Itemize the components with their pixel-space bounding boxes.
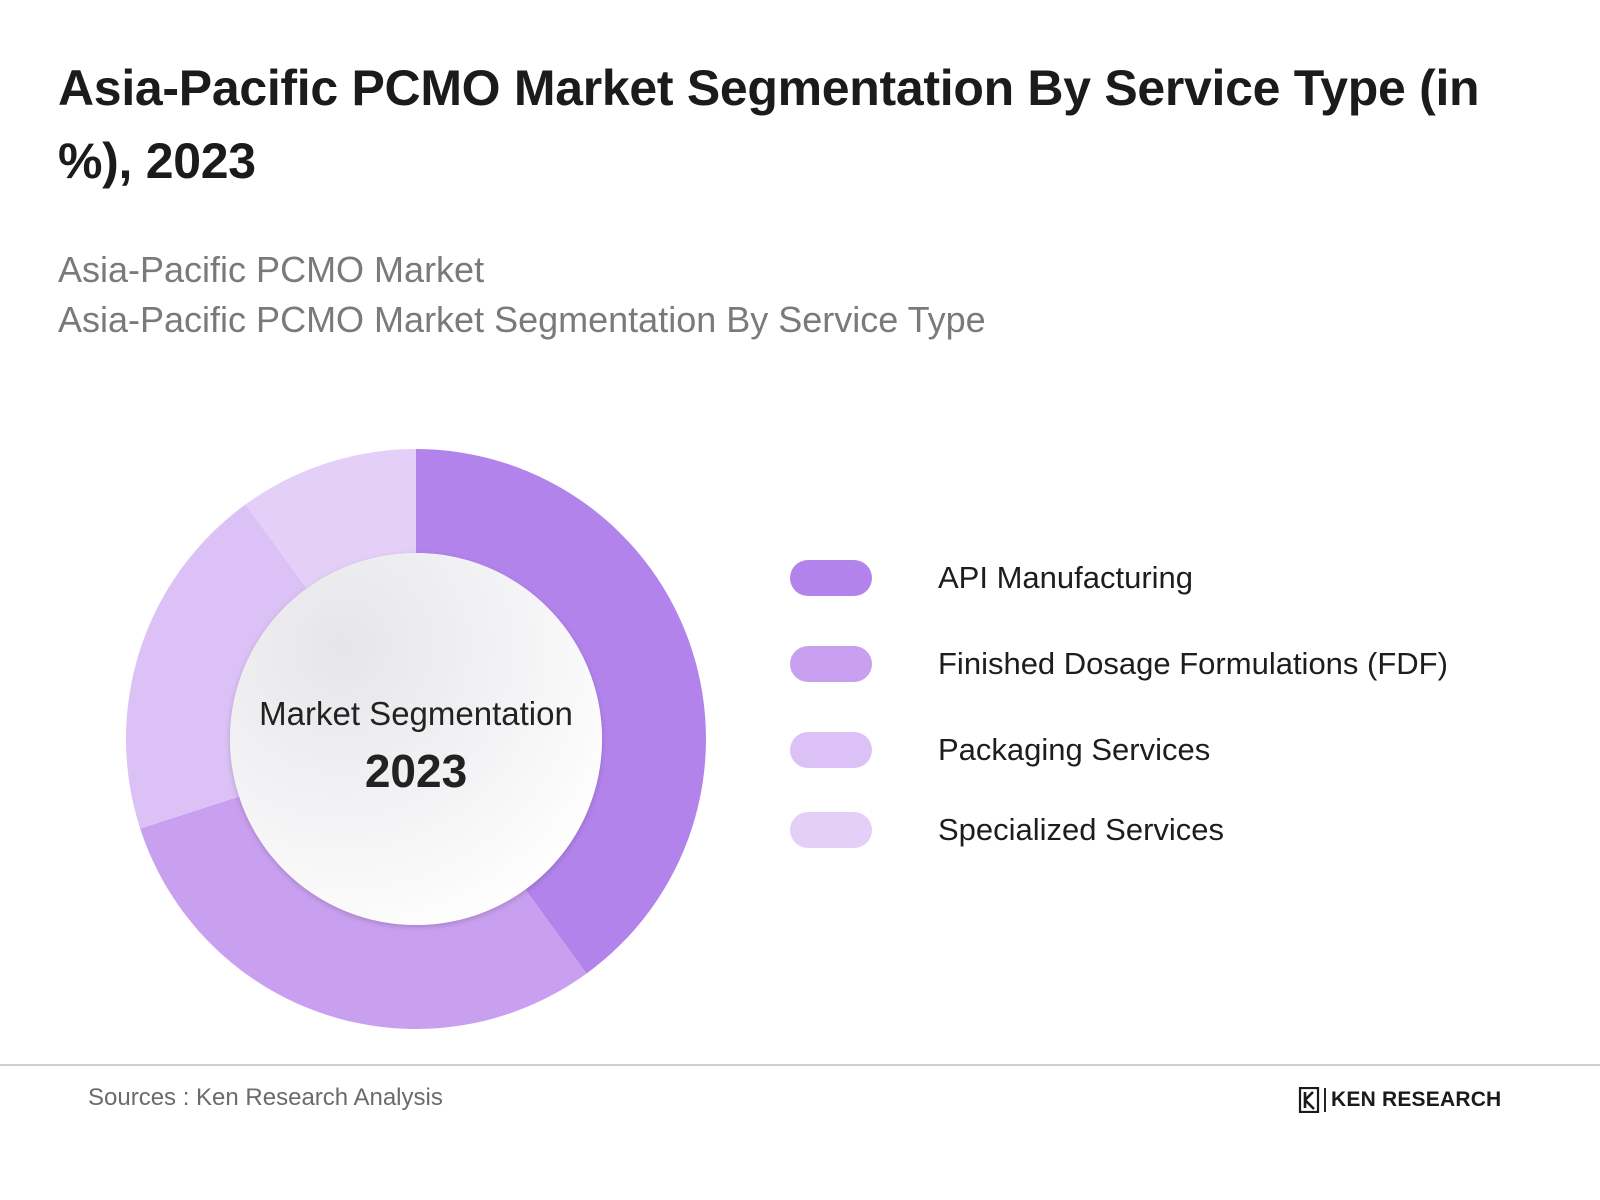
chart-legend: API Manufacturing Finished Dosage Formul… [790, 560, 1580, 898]
chart-title: Asia-Pacific PCMO Market Segmentation By… [58, 60, 1480, 189]
legend-item-fdf: Finished Dosage Formulations (FDF) [790, 646, 1580, 682]
ken-research-logo: KEN RESEARCH [1298, 1085, 1501, 1115]
donut-center-disc [230, 553, 602, 925]
logo-separator [1324, 1088, 1326, 1112]
sources-note: Sources : Ken Research Analysis [88, 1084, 443, 1111]
legend-item-api-manufacturing: API Manufacturing [790, 560, 1580, 596]
center-label: Market Segmentation [259, 695, 573, 732]
donut-chart: Market Segmentation 2023 [126, 449, 706, 1029]
subtitle-market: Asia-Pacific PCMO Market [58, 249, 485, 290]
legend-label: Packaging Services [938, 732, 1211, 767]
subtitle-segmentation: Asia-Pacific PCMO Market Segmentation By… [58, 299, 986, 340]
legend-swatch [790, 560, 872, 596]
ken-research-logo-icon [1298, 1087, 1320, 1113]
legend-label: Specialized Services [938, 812, 1225, 847]
logo-text: KEN RESEARCH [1331, 1088, 1502, 1111]
legend-swatch [790, 646, 872, 682]
legend-swatch [790, 812, 872, 848]
donut-slice-api-manufacturing [416, 449, 706, 974]
donut-slice-specialized-services [245, 449, 416, 589]
legend-label: Finished Dosage Formulations (FDF) [938, 646, 1448, 681]
donut-slices [126, 449, 706, 1029]
footer-divider [0, 1064, 1600, 1066]
donut-slice-finished-dosage-formulations-fdf [140, 796, 587, 1029]
legend-swatch [790, 732, 872, 768]
legend-label: API Manufacturing [938, 560, 1194, 595]
center-year: 2023 [365, 745, 467, 797]
legend-item-packaging-services: Packaging Services [790, 732, 1580, 768]
legend-item-specialized-services: Specialized Services [790, 812, 1580, 848]
donut-slice-packaging-services [126, 504, 307, 829]
